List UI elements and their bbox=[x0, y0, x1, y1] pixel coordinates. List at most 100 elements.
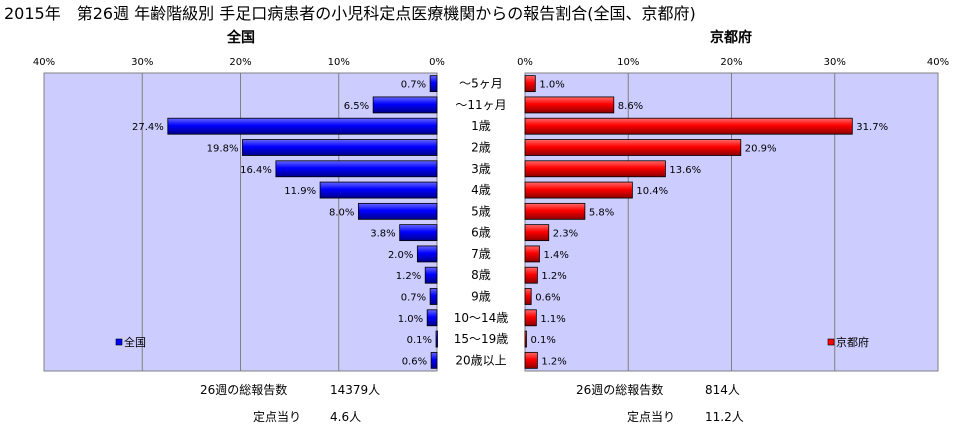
right-bar bbox=[524, 330, 527, 348]
left-bar bbox=[372, 96, 438, 114]
left-axis-tick-label: 20% bbox=[229, 57, 251, 68]
right-bar-value-label: 13.6% bbox=[669, 165, 701, 176]
left-bar bbox=[357, 202, 438, 220]
right-legend-swatch bbox=[827, 338, 835, 346]
right-total-label: 26週の総報告数 bbox=[576, 382, 663, 397]
right-axis-tick-label: 30% bbox=[824, 57, 846, 68]
left-plot-area: 40% 30% 20% 10% 0% 0.7% 6.5% 27.4% 19.8%16.4% 11.… bbox=[33, 57, 445, 372]
right-bar bbox=[524, 245, 540, 263]
left-per-site-value: 4.6人 bbox=[330, 410, 361, 424]
left-axis-tick-label: 40% bbox=[33, 57, 55, 68]
right-bar bbox=[524, 160, 666, 178]
right-axis-tick-label: 0% bbox=[517, 57, 533, 68]
category-label: 5歳 bbox=[471, 204, 491, 218]
right-bar-value-label: 1.2% bbox=[541, 356, 566, 367]
right-axis-tick-label: 10% bbox=[617, 57, 639, 68]
right-legend-label: 京都府 bbox=[836, 335, 869, 349]
category-label: 7歳 bbox=[471, 247, 491, 261]
left-bar bbox=[275, 160, 438, 178]
left-bar-value-label: 2.0% bbox=[388, 250, 413, 261]
left-axis-tick-label: 30% bbox=[131, 57, 153, 68]
category-label: 6歳 bbox=[471, 226, 491, 240]
left-bar-value-label: 0.7% bbox=[401, 80, 426, 91]
left-bar bbox=[426, 309, 438, 327]
left-per-site-label: 定点当り bbox=[253, 409, 301, 424]
right-bar bbox=[524, 202, 586, 220]
right-bar-value-label: 1.2% bbox=[541, 271, 566, 282]
right-bar-value-label: 20.9% bbox=[745, 144, 777, 155]
left-bar-value-label: 1.2% bbox=[396, 271, 421, 282]
right-bar-value-label: 8.6% bbox=[618, 101, 643, 112]
right-bar bbox=[524, 288, 532, 305]
right-axis-tick-label: 20% bbox=[720, 57, 742, 68]
left-bar-value-label: 6.5% bbox=[344, 101, 369, 112]
right-bar bbox=[524, 96, 615, 114]
left-bar bbox=[319, 181, 438, 199]
left-bar-value-label: 1.0% bbox=[398, 314, 423, 325]
right-plot-area: 0% 10% 20% 30% 40% 1.0% 8.6% 31.7% 20.9% 13.6%10.… bbox=[517, 57, 949, 372]
right-per-site-value: 11.2人 bbox=[705, 410, 744, 424]
right-bar-value-label: 2.3% bbox=[553, 229, 578, 240]
left-bar-value-label: 0.7% bbox=[401, 293, 426, 304]
right-axis-tick-label: 40% bbox=[927, 57, 949, 68]
category-label: 3歳 bbox=[471, 162, 491, 176]
left-legend-label: 全国 bbox=[124, 335, 146, 349]
right-per-site-label: 定点当り bbox=[627, 409, 675, 424]
right-panel-title: 京都府 bbox=[710, 29, 752, 46]
left-bar-value-label: 11.9% bbox=[284, 186, 316, 197]
left-bar-value-label: 16.4% bbox=[240, 165, 272, 176]
left-bar-value-label: 27.4% bbox=[132, 122, 164, 133]
right-bar-value-label: 10.4% bbox=[636, 186, 668, 197]
category-label: 8歳 bbox=[471, 268, 491, 282]
left-bar bbox=[429, 75, 438, 93]
right-bar bbox=[524, 75, 536, 93]
left-total-label: 26週の総報告数 bbox=[200, 382, 287, 397]
right-bar bbox=[524, 139, 742, 156]
left-bar-value-label: 0.1% bbox=[407, 335, 432, 346]
left-axis-tick-label: 10% bbox=[328, 57, 350, 68]
category-label: 10～14歳 bbox=[454, 311, 509, 325]
right-bar bbox=[524, 309, 537, 327]
left-bar bbox=[416, 245, 438, 263]
chart-title: 2015年 第26週 年齢階級別 手足口病患者の小児科定点医療機関からの報告割合… bbox=[4, 4, 696, 23]
left-bar bbox=[242, 139, 438, 156]
left-legend-swatch bbox=[115, 338, 123, 346]
right-bar-value-label: 1.1% bbox=[540, 314, 565, 325]
category-label: ～11ヶ月 bbox=[455, 98, 506, 112]
category-label: 20歳以上 bbox=[455, 353, 506, 367]
right-bar-value-label: 5.8% bbox=[589, 207, 614, 218]
right-bar bbox=[524, 117, 853, 135]
right-bar-value-label: 0.6% bbox=[535, 293, 560, 304]
left-bar bbox=[435, 330, 438, 348]
right-bar-value-label: 1.4% bbox=[543, 250, 568, 261]
category-label: 15～19歳 bbox=[454, 332, 509, 346]
right-bar bbox=[524, 224, 550, 242]
category-label: 2歳 bbox=[471, 141, 491, 155]
left-bar bbox=[424, 266, 438, 284]
left-panel-title: 全国 bbox=[226, 29, 255, 46]
category-label: 4歳 bbox=[471, 183, 491, 197]
right-bar bbox=[524, 351, 538, 369]
left-axis-tick-label: 0% bbox=[429, 57, 445, 68]
category-label: 1歳 bbox=[471, 119, 491, 133]
category-label: 9歳 bbox=[471, 290, 491, 304]
category-labels: ～5ヶ月 ～11ヶ月 1歳 2歳 3歳 4歳 5歳 6歳 7歳 8歳 9歳 10～14歳 15～19歳 2… bbox=[454, 77, 509, 368]
right-bar-value-label: 1.0% bbox=[539, 80, 564, 91]
left-bar bbox=[167, 117, 438, 135]
right-bar-value-label: 0.1% bbox=[531, 335, 556, 346]
left-bar-value-label: 0.6% bbox=[402, 356, 427, 367]
right-total-value: 814人 bbox=[705, 383, 740, 397]
right-bar bbox=[524, 266, 538, 284]
left-bar bbox=[430, 351, 438, 369]
category-label: ～5ヶ月 bbox=[459, 77, 503, 91]
left-bar bbox=[399, 224, 438, 242]
left-bar-value-label: 8.0% bbox=[329, 207, 354, 218]
left-bar-value-label: 19.8% bbox=[207, 144, 239, 155]
right-bar-value-label: 31.7% bbox=[856, 122, 888, 133]
left-total-value: 14379人 bbox=[330, 383, 380, 397]
right-bar bbox=[524, 181, 633, 199]
left-bar bbox=[429, 288, 438, 305]
left-bar-value-label: 3.8% bbox=[370, 229, 395, 240]
